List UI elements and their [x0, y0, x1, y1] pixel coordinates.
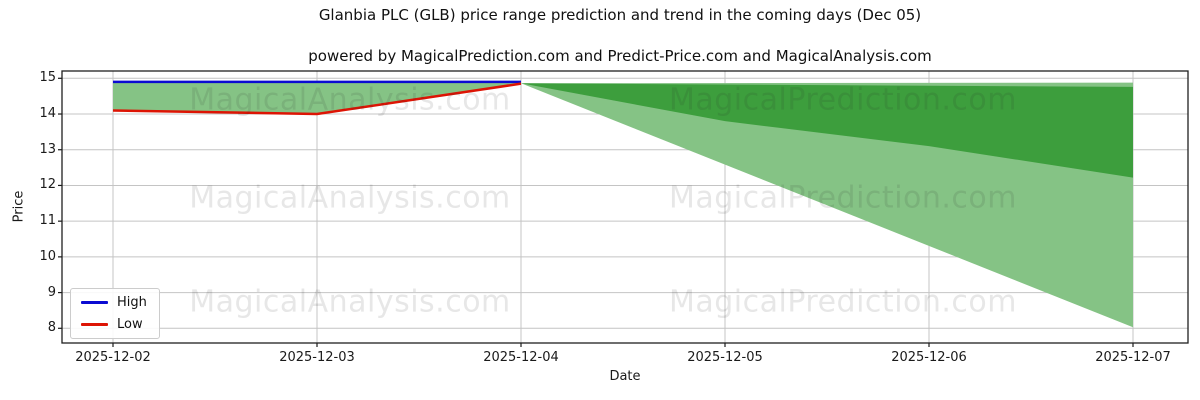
legend: High Low — [70, 288, 160, 339]
xtick-2025-12-06: 2025-12-06 — [891, 350, 967, 365]
legend-item-high: High — [81, 295, 147, 310]
ytick-8: 8 — [47, 320, 56, 335]
xtick-2025-12-07: 2025-12-07 — [1095, 350, 1171, 365]
ytick-9: 9 — [47, 285, 56, 300]
high-line-swatch — [81, 301, 108, 304]
legend-label-low: Low — [117, 317, 143, 332]
plot-border — [61, 70, 1189, 344]
low-line — [112, 82, 522, 116]
ytick-15: 15 — [39, 70, 56, 85]
xtick-2025-12-04: 2025-12-04 — [483, 350, 559, 365]
xtick-2025-12-05: 2025-12-05 — [687, 350, 763, 365]
legend-label-high: High — [117, 295, 147, 310]
y-axis-label: Price — [11, 190, 27, 223]
xtick-2025-12-02: 2025-12-02 — [75, 350, 151, 365]
legend-item-low: Low — [81, 317, 147, 332]
low-line-swatch — [81, 323, 108, 326]
forecast-trend-narrow-band — [521, 83, 1133, 178]
ytick-12: 12 — [39, 177, 56, 192]
ytick-11: 11 — [39, 213, 56, 228]
ytick-10: 10 — [39, 249, 56, 264]
xtick-2025-12-03: 2025-12-03 — [279, 350, 355, 365]
ytick-13: 13 — [39, 142, 56, 157]
chart-title: Glanbia PLC (GLB) price range prediction… — [318, 6, 922, 24]
x-axis-label: Date — [609, 369, 641, 384]
actual-high-low-range-band — [113, 81, 521, 115]
chart-subtitle: powered by MagicalPrediction.com and Pre… — [308, 47, 932, 65]
ytick-14: 14 — [39, 106, 56, 121]
